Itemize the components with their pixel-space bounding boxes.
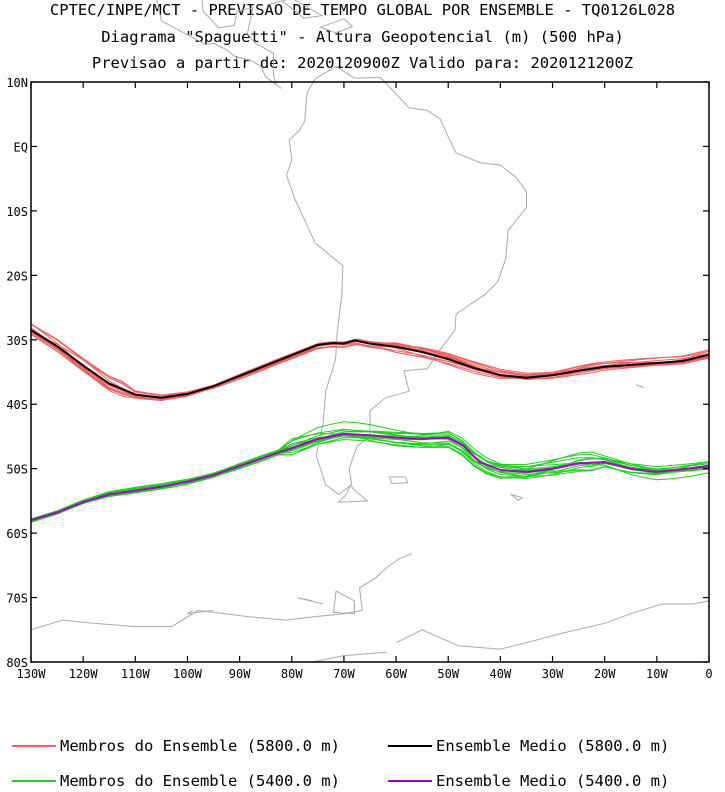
thurston-coast	[187, 609, 214, 615]
ronne-edge	[312, 651, 387, 663]
ensemble-member-line	[30, 434, 710, 521]
ensemble-member-line	[30, 430, 710, 521]
lon-label: 30W	[542, 667, 564, 681]
legend-label-members-5800: Membros do Ensemble (5800.0 m)	[60, 737, 340, 755]
ensemble-member-line	[30, 436, 710, 520]
tristan-coast	[635, 384, 644, 388]
ensemble-member-line	[30, 435, 710, 520]
ensemble-member-line	[30, 429, 710, 523]
ensemble-member-line	[30, 431, 710, 522]
lat-label: 70S	[6, 592, 28, 606]
legend-swatch-members-5800	[12, 745, 56, 747]
lat-label: 20S	[6, 269, 28, 283]
tierra-del-fuego-coast	[337, 484, 369, 503]
lat-label: EQ	[14, 140, 28, 154]
ensemble-mean-5800-line	[30, 329, 710, 399]
map-frame	[30, 81, 710, 663]
lon-label: 10W	[646, 667, 668, 681]
lat-label: 80S	[6, 656, 28, 670]
lon-label: 100W	[173, 667, 203, 681]
lat-label: 40S	[6, 398, 28, 412]
legend-mean-5400: Ensemble Medio (5400.0 m)	[388, 771, 669, 791]
legend-members-5400: Membros do Ensemble (5400.0 m)	[12, 771, 340, 791]
ensemble-member-line	[30, 435, 710, 521]
lon-label: 110W	[121, 667, 151, 681]
legend-swatch-members-5400	[12, 780, 56, 782]
lat-label: 60S	[6, 527, 28, 541]
coastline-layer	[30, 0, 710, 663]
north-america-coast	[156, 0, 282, 89]
antarctica-coast	[30, 553, 412, 631]
cuba-coast	[266, 0, 324, 19]
ensemble-member-line	[30, 430, 710, 522]
legend-mean-5800: Ensemble Medio (5800.0 m)	[388, 736, 669, 756]
bellingshausen-islands	[296, 597, 324, 605]
lat-label: 10S	[6, 205, 28, 219]
legend-label-mean-5400: Ensemble Medio (5400.0 m)	[436, 772, 670, 790]
lon-label: 90W	[229, 667, 251, 681]
legend-members-5800: Membros do Ensemble (5800.0 m)	[12, 736, 340, 756]
lon-label: 130W	[17, 667, 47, 681]
lon-label: 40W	[490, 667, 512, 681]
legend-label-members-5400: Membros do Ensemble (5400.0 m)	[60, 772, 340, 790]
legend-swatch-mean-5400	[388, 780, 432, 782]
lon-label: 80W	[281, 667, 303, 681]
ensemble-mean-5400-line	[30, 432, 710, 522]
caribbean-coast	[201, 0, 277, 86]
legend-label-mean-5800: Ensemble Medio (5800.0 m)	[436, 737, 670, 755]
lon-label: 0	[705, 667, 712, 681]
alexander-island-coast	[332, 590, 355, 615]
ensemble-member-line	[30, 330, 710, 398]
spaghetti-layer	[30, 323, 710, 523]
south-america-coast	[286, 65, 527, 496]
lon-label: 60W	[385, 667, 407, 681]
lat-label: 10N	[6, 76, 28, 90]
lon-label: 70W	[333, 667, 355, 681]
weddell-coast	[395, 600, 710, 650]
title-line-3: Previsao a partir de: 2020120900Z Valido…	[91, 54, 634, 72]
title-line-2: Diagrama "Spaguetti" - Altura Geopotenci…	[101, 28, 624, 46]
ensemble-member-line	[30, 428, 710, 523]
falkland-islands-coast	[388, 476, 409, 485]
legend-swatch-mean-5800	[388, 745, 432, 747]
south-georgia-coast	[510, 493, 524, 501]
ensemble-member-line	[30, 435, 710, 521]
lon-label: 50W	[437, 667, 459, 681]
hispaniola-coast	[319, 18, 354, 34]
lat-label: 50S	[6, 463, 28, 477]
ensemble-member-line	[30, 433, 710, 521]
ensemble-member-line	[30, 434, 710, 521]
ensemble-member-line	[30, 438, 710, 520]
lat-label: 30S	[6, 334, 28, 348]
ensemble-member-line	[30, 323, 710, 396]
lon-label: 20W	[594, 667, 616, 681]
lon-label: 120W	[69, 667, 99, 681]
ensemble-member-line	[30, 323, 710, 397]
